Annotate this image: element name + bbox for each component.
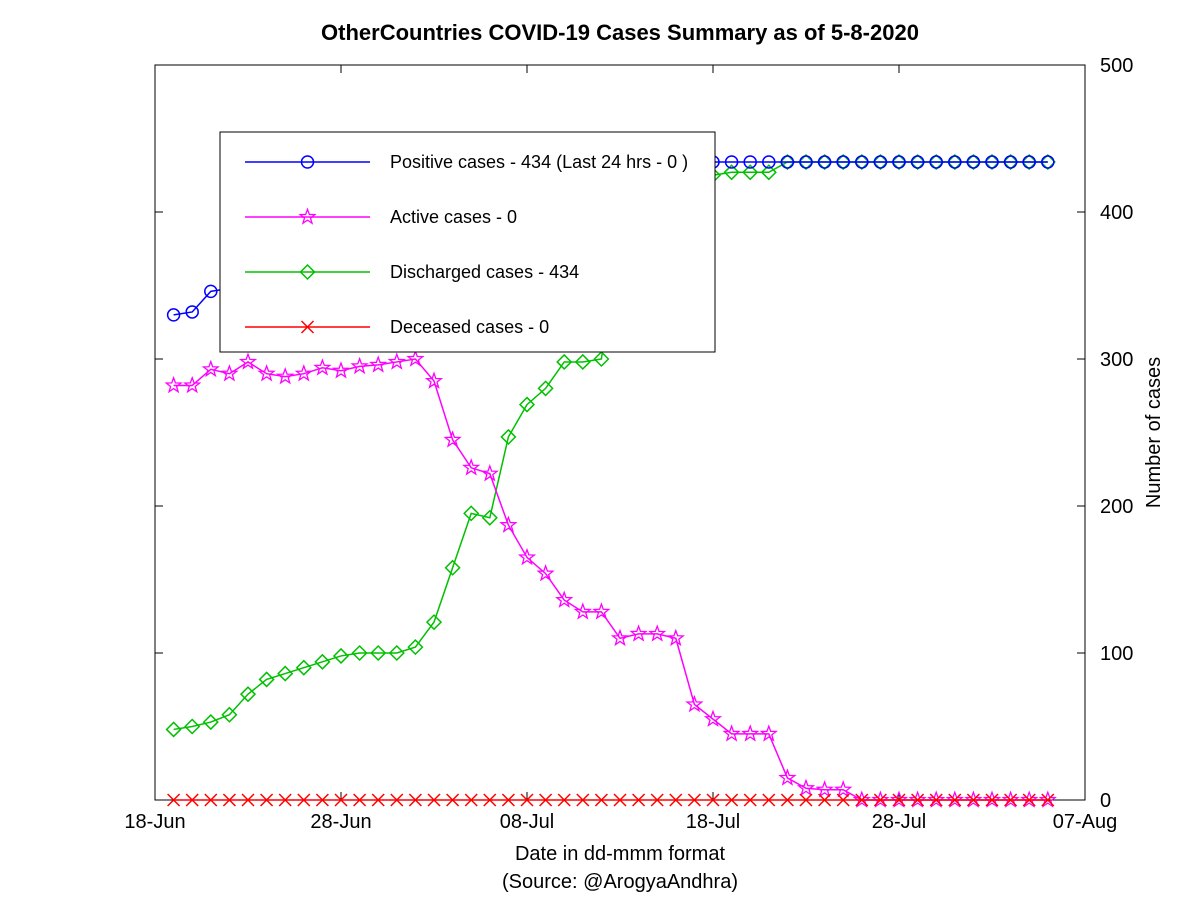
x-tick-label: 28-Jul xyxy=(872,811,926,833)
y-tick-label: 500 xyxy=(1100,55,1133,77)
x-tick-label: 07-Aug xyxy=(1053,811,1118,833)
legend: Positive cases - 434 (Last 24 hrs - 0 ) A… xyxy=(220,132,715,352)
source-label: (Source: @ArogyaAndhra) xyxy=(502,871,738,893)
y-tick-label: 300 xyxy=(1100,349,1133,371)
y-tick-label: 100 xyxy=(1100,643,1133,665)
chart-container: OtherCountries COVID-19 Cases Summary as… xyxy=(0,0,1200,900)
x-axis-label: Date in dd-mmm format xyxy=(515,843,725,865)
x-tick-label: 18-Jun xyxy=(124,811,185,833)
series-active xyxy=(166,351,1055,806)
legend-label: Active cases - 0 xyxy=(390,207,517,227)
x-tick-label: 28-Jun xyxy=(310,811,371,833)
y-axis-label: Number of cases xyxy=(1143,357,1165,508)
legend-label: Deceased cases - 0 xyxy=(390,317,549,337)
y-tick-label: 200 xyxy=(1100,496,1133,518)
y-tick-label: 400 xyxy=(1100,202,1133,224)
legend-label: Discharged cases - 434 xyxy=(390,262,579,282)
chart-svg: OtherCountries COVID-19 Cases Summary as… xyxy=(0,0,1200,900)
y-tick-label: 0 xyxy=(1100,790,1111,812)
series-line-active xyxy=(174,359,1048,800)
series-deceased xyxy=(168,794,1054,806)
x-tick-label: 18-Jul xyxy=(686,811,740,833)
chart-title: OtherCountries COVID-19 Cases Summary as… xyxy=(321,20,919,45)
legend-label: Positive cases - 434 (Last 24 hrs - 0 ) xyxy=(390,152,688,172)
x-tick-label: 08-Jul xyxy=(500,811,554,833)
